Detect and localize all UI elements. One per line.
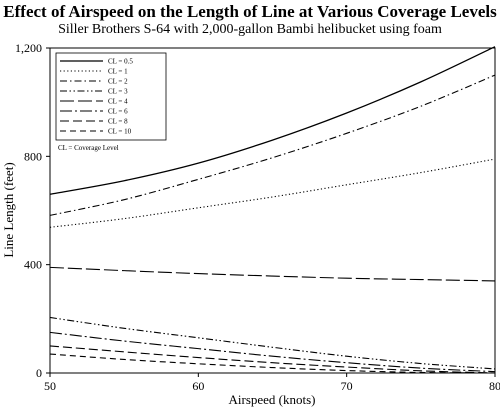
series-line-cl-0-5 (49, 46, 496, 195)
y-tick-label: 0 (36, 366, 42, 380)
legend-label-cl-2: CL = 2 (108, 78, 128, 86)
plot-frame (49, 47, 496, 374)
legend-label-cl-0-5: CL = 0.5 (108, 58, 133, 66)
series-line-cl-2 (49, 74, 496, 216)
x-tick-label: 70 (341, 379, 353, 393)
series-line-cl-8 (49, 345, 496, 374)
series-line-cl-1 (49, 158, 496, 228)
x-axis-label: Airspeed (knots) (228, 392, 315, 407)
y-axis-label: Line Length (feet) (1, 162, 16, 257)
series-line-cl-6 (49, 331, 496, 373)
series-lines (49, 46, 496, 374)
x-tick-label: 50 (44, 379, 56, 393)
legend-label-cl-3: CL = 3 (108, 88, 128, 96)
legend-label-cl-8: CL = 8 (108, 118, 128, 126)
legend: CL = 0.5 CL = 1 CL = 2 CL = 3 CL = 4 CL = 6 CL… (60, 58, 133, 136)
series-line-cl-3 (49, 316, 496, 370)
legend-box (55, 52, 167, 141)
y-tick-label: 400 (24, 258, 42, 272)
legend-label-cl-6: CL = 6 (108, 108, 128, 116)
chart-title: Effect of Airspeed on the Length of Line… (3, 2, 497, 21)
legend-label-cl-1: CL = 1 (108, 68, 128, 76)
legend-note: CL = Coverage Level (58, 144, 119, 152)
legend-label-cl-10: CL = 10 (108, 128, 132, 136)
series-line-cl-4 (49, 266, 496, 282)
chart-subtitle: Siller Brothers S-64 with 2,000-gallon B… (58, 22, 442, 37)
y-tick-label: 800 (24, 149, 42, 163)
legend-label-cl-4: CL = 4 (108, 98, 128, 106)
series-line-cl-10 (49, 353, 496, 374)
y-tick-label: 1,200 (15, 41, 42, 55)
x-tick-label: 60 (192, 379, 204, 393)
x-tick-label: 80 (489, 379, 500, 393)
